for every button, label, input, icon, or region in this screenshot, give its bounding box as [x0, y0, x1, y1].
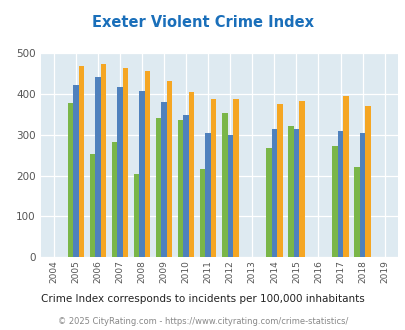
Bar [211, 99, 216, 257]
Bar [183, 115, 188, 257]
Legend: Exeter, Pennsylvania, National: Exeter, Pennsylvania, National [71, 329, 366, 330]
Bar [222, 114, 227, 257]
Bar [293, 129, 298, 257]
Bar [156, 118, 161, 257]
Bar [122, 68, 128, 257]
Bar [199, 169, 205, 257]
Text: Exeter Violent Crime Index: Exeter Violent Crime Index [92, 15, 313, 30]
Bar [95, 77, 100, 257]
Bar [188, 92, 194, 257]
Bar [90, 154, 95, 257]
Bar [265, 148, 271, 257]
Bar [205, 133, 211, 257]
Bar [79, 66, 84, 257]
Bar [343, 96, 348, 257]
Bar [117, 87, 122, 257]
Bar [100, 64, 106, 257]
Bar [232, 99, 238, 257]
Text: © 2025 CityRating.com - https://www.cityrating.com/crime-statistics/: © 2025 CityRating.com - https://www.city… [58, 317, 347, 326]
Bar [331, 146, 337, 257]
Bar [68, 103, 73, 257]
Text: Crime Index corresponds to incidents per 100,000 inhabitants: Crime Index corresponds to incidents per… [41, 294, 364, 304]
Bar [364, 106, 370, 257]
Bar [337, 131, 343, 257]
Bar [139, 91, 145, 257]
Bar [227, 135, 232, 257]
Bar [277, 104, 282, 257]
Bar [111, 142, 117, 257]
Bar [177, 120, 183, 257]
Bar [161, 102, 166, 257]
Bar [134, 174, 139, 257]
Bar [166, 81, 172, 257]
Bar [145, 71, 150, 257]
Bar [354, 167, 359, 257]
Bar [359, 133, 364, 257]
Bar [288, 126, 293, 257]
Bar [73, 85, 79, 257]
Bar [271, 129, 277, 257]
Bar [298, 101, 304, 257]
